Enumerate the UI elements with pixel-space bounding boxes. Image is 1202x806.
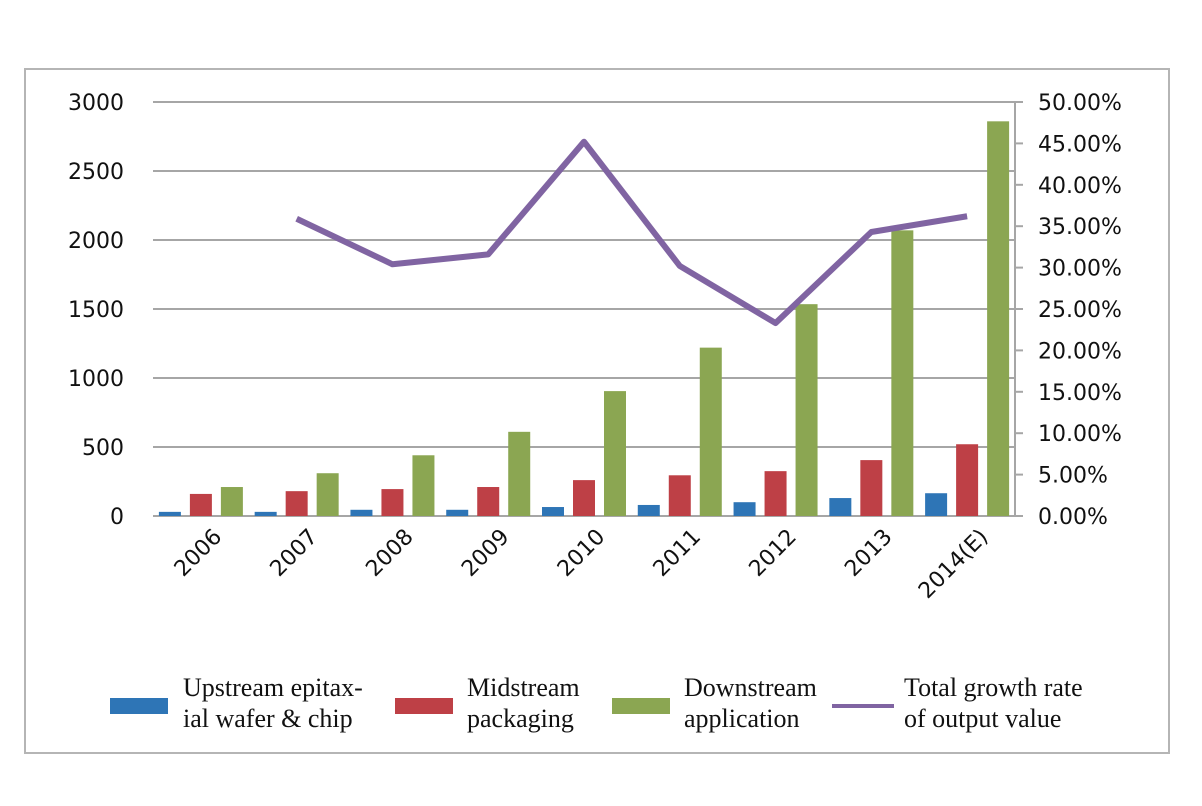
- bar-midstream: [189, 493, 212, 516]
- bar-midstream: [381, 489, 404, 516]
- bar-downstream: [891, 230, 914, 516]
- x-tick-label: 2006: [170, 525, 227, 582]
- y-right-tick-label: 10.00%: [1038, 422, 1122, 447]
- x-tick-label: 2008: [361, 525, 418, 582]
- legend-label-line: packaging: [467, 704, 574, 733]
- x-tick-label: 2009: [457, 525, 514, 582]
- y-left-tick-label: 1000: [68, 367, 124, 392]
- bar-downstream: [508, 431, 531, 516]
- bar-downstream: [412, 455, 435, 516]
- bar-midstream: [573, 480, 595, 516]
- bar-midstream: [764, 471, 787, 516]
- legend-swatch: [832, 704, 894, 708]
- y-right-tick-label: 15.00%: [1038, 381, 1122, 406]
- bar-downstream: [316, 473, 339, 516]
- chart-frame: [24, 68, 1170, 754]
- y-right-tick-label: 5.00%: [1038, 464, 1108, 489]
- x-tick-label: 2011: [649, 525, 706, 582]
- bar-upstream: [925, 493, 948, 516]
- y-right-tick-label: 50.00%: [1038, 91, 1122, 116]
- bar-downstream: [220, 487, 243, 516]
- bar-upstream: [446, 509, 469, 516]
- bar-midstream: [477, 487, 500, 516]
- bar-downstream: [699, 347, 722, 516]
- legend-swatch: [395, 698, 453, 714]
- y-right-tick-label: 25.00%: [1038, 298, 1122, 323]
- y-right-tick-label: 30.00%: [1038, 257, 1122, 282]
- y-right-tick-label: 40.00%: [1038, 174, 1122, 199]
- bar-upstream: [637, 504, 660, 516]
- legend-label-line: Midstream: [467, 673, 580, 702]
- bar-upstream: [158, 511, 181, 516]
- x-tick-label: 2013: [840, 525, 897, 582]
- bar-upstream: [254, 511, 277, 516]
- legend-label-line: Upstream epitax-: [183, 673, 363, 702]
- x-tick-label: 2012: [745, 525, 802, 582]
- legend-label-line: ial wafer & chip: [183, 704, 353, 733]
- legend-swatch: [612, 698, 670, 714]
- y-left-tick-label: 2000: [68, 229, 124, 254]
- legend-label: Total growth rate of output value: [904, 672, 1083, 734]
- y-left-tick-label: 0: [110, 505, 124, 530]
- y-right-tick-label: 20.00%: [1038, 339, 1122, 364]
- bar-downstream: [604, 391, 626, 516]
- y-right-tick-label: 45.00%: [1038, 132, 1122, 157]
- x-tick-label: 2010: [553, 525, 610, 582]
- legend-label: Upstream epitax-ial wafer & chip: [183, 672, 363, 734]
- legend-label-line: application: [684, 704, 800, 733]
- bar-upstream: [733, 502, 756, 516]
- y-left-tick-label: 2500: [68, 160, 124, 185]
- bar-upstream: [829, 498, 852, 516]
- legend-label: Downstream application: [684, 672, 817, 734]
- bar-midstream: [860, 460, 883, 516]
- y-left-tick-label: 3000: [68, 91, 124, 116]
- x-tick-label: 2007: [266, 525, 323, 582]
- bar-upstream: [542, 507, 564, 516]
- x-tick-label: 2014(E): [914, 525, 993, 604]
- bar-midstream: [668, 475, 691, 516]
- legend-label-line: Downstream: [684, 673, 817, 702]
- bar-downstream: [987, 121, 1010, 516]
- bar-downstream: [795, 304, 818, 516]
- legend-label-line: Total growth rate: [904, 673, 1083, 702]
- bar-midstream: [285, 491, 308, 516]
- y-left-tick-label: 500: [82, 436, 124, 461]
- legend-swatch: [110, 698, 168, 714]
- legend-label-line: of output value: [904, 704, 1062, 733]
- y-left-tick-label: 1500: [68, 298, 124, 323]
- y-right-tick-label: 35.00%: [1038, 215, 1122, 240]
- legend-label: Midstream packaging: [467, 672, 580, 734]
- bar-midstream: [956, 444, 979, 516]
- y-right-tick-label: 0.00%: [1038, 505, 1108, 530]
- bar-upstream: [350, 509, 373, 516]
- growth-rate-line: [295, 138, 968, 327]
